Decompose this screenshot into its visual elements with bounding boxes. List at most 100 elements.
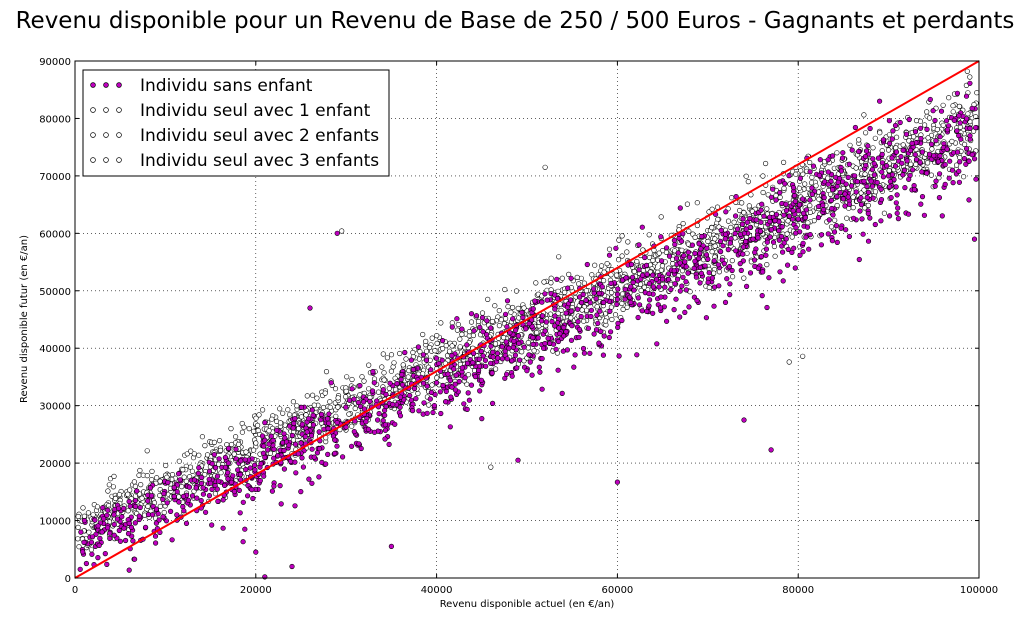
scatter-point	[862, 171, 868, 177]
scatter-point	[768, 447, 774, 453]
scatter-point	[600, 352, 607, 358]
scatter-point	[743, 226, 749, 232]
scatter-point	[910, 134, 917, 140]
scatter-point	[679, 283, 685, 289]
x-tick-label: 80000	[782, 585, 814, 596]
scatter-point	[547, 340, 553, 346]
scatter-point	[382, 412, 388, 418]
scatter-point	[763, 252, 769, 258]
scatter-point	[571, 364, 577, 370]
scatter-point	[939, 213, 945, 219]
scatter-point	[678, 238, 685, 244]
scatter-point	[867, 215, 873, 221]
scatter-point	[913, 117, 920, 124]
scatter-point	[653, 276, 660, 282]
scatter-point	[181, 508, 187, 514]
scatter-point	[793, 225, 799, 231]
scatter-point	[796, 185, 803, 191]
scatter-point	[781, 212, 787, 218]
scatter-point	[818, 232, 825, 238]
scatter-point	[825, 169, 831, 175]
scatter-point	[900, 147, 906, 153]
scatter-point	[683, 287, 689, 293]
scatter-point	[600, 278, 607, 284]
scatter-point	[936, 195, 943, 201]
scatter-point	[613, 272, 620, 278]
scatter-point	[349, 443, 355, 449]
scatter-point	[269, 416, 275, 422]
scatter-point	[783, 201, 789, 207]
scatter-point	[554, 276, 560, 282]
scatter-point	[613, 245, 619, 251]
scatter-point	[732, 213, 739, 219]
scatter-point	[800, 353, 806, 359]
scatter-point	[599, 284, 605, 290]
scatter-point	[681, 253, 687, 259]
scatter-point	[225, 460, 231, 466]
scatter-point	[198, 498, 204, 504]
scatter-point	[732, 230, 738, 237]
scatter-point	[542, 164, 548, 170]
y-tick-label: 80000	[39, 114, 71, 125]
scatter-point	[333, 413, 339, 419]
scatter-point	[253, 440, 259, 446]
scatter-point	[659, 248, 666, 254]
scatter-point	[942, 162, 948, 168]
scatter-point	[179, 484, 185, 490]
scatter-point	[683, 279, 689, 285]
scatter-point	[791, 245, 797, 251]
scatter-point	[562, 289, 568, 296]
scatter-point	[832, 217, 838, 223]
scatter-point	[790, 185, 797, 191]
scatter-point	[202, 443, 208, 449]
scatter-point	[777, 269, 783, 275]
scatter-point	[880, 137, 887, 143]
scatter-point	[510, 344, 516, 351]
scatter-point	[204, 452, 211, 458]
scatter-point	[222, 482, 228, 489]
scatter-point	[741, 417, 747, 423]
scatter-point	[729, 267, 735, 274]
scatter-point	[132, 497, 138, 504]
scatter-point	[218, 470, 224, 476]
scatter-point	[443, 388, 449, 395]
scatter-point	[900, 172, 906, 178]
scatter-point	[889, 155, 895, 161]
scatter-point	[798, 168, 804, 174]
scatter-point	[496, 323, 503, 329]
scatter-point	[568, 275, 574, 281]
scatter-point	[585, 325, 592, 331]
scatter-point	[574, 274, 580, 281]
scatter-point	[281, 431, 287, 437]
scatter-point	[125, 508, 131, 514]
scatter-point	[298, 489, 304, 495]
scatter-point	[773, 212, 780, 218]
scatter-point	[956, 103, 963, 109]
scatter-point	[265, 447, 271, 453]
scatter-point	[575, 319, 581, 325]
scatter-point	[225, 476, 231, 482]
scatter-point	[397, 394, 404, 400]
scatter-point	[722, 236, 728, 242]
legend-marker	[103, 107, 109, 113]
scatter-point	[494, 350, 501, 357]
scatter-point	[845, 194, 851, 200]
scatter-point	[271, 446, 277, 452]
scatter-point	[383, 391, 389, 398]
scatter-point	[728, 195, 735, 201]
scatter-point	[495, 355, 501, 361]
scatter-point	[839, 155, 846, 161]
scatter-point	[242, 457, 248, 463]
scatter-point	[332, 386, 339, 392]
scatter-point	[214, 486, 220, 492]
scatter-point	[744, 250, 750, 256]
legend-marker	[116, 107, 122, 113]
scatter-point	[792, 265, 798, 271]
legend-label: Individu seul avec 1 enfant	[140, 101, 371, 121]
scatter-point	[912, 129, 919, 135]
scatter-point	[918, 201, 924, 207]
scatter-point	[967, 80, 973, 86]
scatter-point	[607, 308, 613, 314]
scatter-point	[438, 320, 444, 326]
scatter-point	[116, 492, 123, 498]
